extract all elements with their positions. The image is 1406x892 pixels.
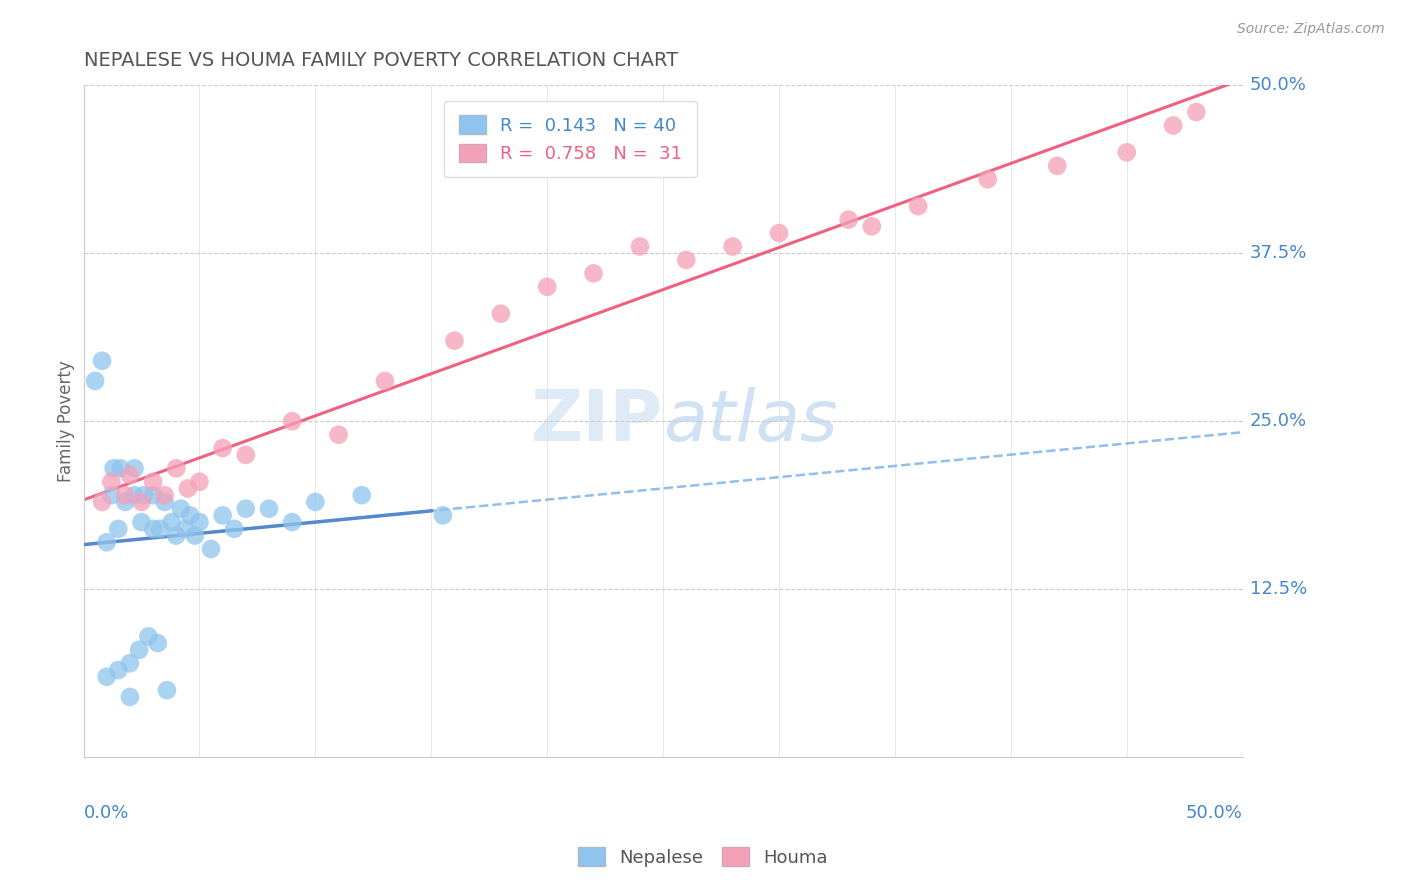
Point — [110, 461, 132, 475]
Point — [165, 528, 187, 542]
Point — [350, 488, 373, 502]
Point — [432, 508, 454, 523]
Point — [582, 266, 605, 280]
Point — [443, 334, 465, 348]
Legend: R =  0.143   N = 40, R =  0.758   N =  31: R = 0.143 N = 40, R = 0.758 N = 31 — [444, 101, 696, 178]
Text: 37.5%: 37.5% — [1250, 244, 1308, 262]
Point — [100, 475, 122, 489]
Point — [374, 374, 396, 388]
Point — [184, 528, 207, 542]
Point — [174, 522, 197, 536]
Y-axis label: Family Poverty: Family Poverty — [58, 360, 75, 483]
Point — [153, 488, 176, 502]
Point — [489, 307, 512, 321]
Point — [281, 414, 304, 428]
Text: 50.0%: 50.0% — [1250, 76, 1306, 95]
Text: 0.0%: 0.0% — [83, 805, 129, 822]
Point — [1046, 159, 1069, 173]
Point — [304, 495, 326, 509]
Point — [179, 508, 201, 523]
Point — [907, 199, 929, 213]
Text: ZIP: ZIP — [531, 387, 664, 456]
Point — [149, 522, 172, 536]
Point — [160, 515, 183, 529]
Point — [153, 495, 176, 509]
Point — [114, 488, 136, 502]
Point — [118, 690, 141, 704]
Text: 25.0%: 25.0% — [1250, 412, 1306, 430]
Text: 50.0%: 50.0% — [1185, 805, 1243, 822]
Point — [91, 353, 114, 368]
Point — [211, 441, 233, 455]
Text: 12.5%: 12.5% — [1250, 581, 1308, 599]
Legend: Nepalese, Houma: Nepalese, Houma — [571, 840, 835, 874]
Point — [721, 239, 744, 253]
Point — [118, 468, 141, 483]
Point — [328, 427, 350, 442]
Point — [124, 488, 146, 502]
Point — [177, 482, 200, 496]
Point — [976, 172, 998, 186]
Point — [235, 501, 257, 516]
Point — [1185, 105, 1208, 120]
Point — [128, 643, 150, 657]
Point — [96, 535, 118, 549]
Point — [1115, 145, 1137, 160]
Point — [211, 508, 233, 523]
Point — [103, 461, 125, 475]
Point — [131, 515, 153, 529]
Point — [96, 670, 118, 684]
Point — [675, 252, 697, 267]
Point — [281, 515, 304, 529]
Point — [536, 280, 558, 294]
Point — [200, 541, 222, 556]
Point — [142, 488, 165, 502]
Point — [84, 374, 107, 388]
Point — [142, 522, 165, 536]
Point — [188, 515, 211, 529]
Point — [1161, 119, 1184, 133]
Point — [156, 683, 179, 698]
Point — [124, 461, 146, 475]
Point — [165, 461, 187, 475]
Point — [131, 495, 153, 509]
Text: atlas: atlas — [664, 387, 838, 456]
Text: Source: ZipAtlas.com: Source: ZipAtlas.com — [1237, 22, 1385, 37]
Point — [118, 657, 141, 671]
Point — [107, 522, 129, 536]
Point — [132, 488, 155, 502]
Point — [235, 448, 257, 462]
Point — [100, 488, 122, 502]
Point — [257, 501, 280, 516]
Point — [114, 495, 136, 509]
Point — [628, 239, 651, 253]
Point — [838, 212, 860, 227]
Point — [170, 501, 193, 516]
Text: NEPALESE VS HOUMA FAMILY POVERTY CORRELATION CHART: NEPALESE VS HOUMA FAMILY POVERTY CORRELA… — [83, 51, 678, 70]
Point — [146, 636, 169, 650]
Point — [142, 475, 165, 489]
Point — [860, 219, 883, 234]
Point — [224, 522, 246, 536]
Point — [107, 663, 129, 677]
Point — [188, 475, 211, 489]
Point — [768, 226, 790, 240]
Point — [138, 629, 160, 643]
Point — [91, 495, 114, 509]
